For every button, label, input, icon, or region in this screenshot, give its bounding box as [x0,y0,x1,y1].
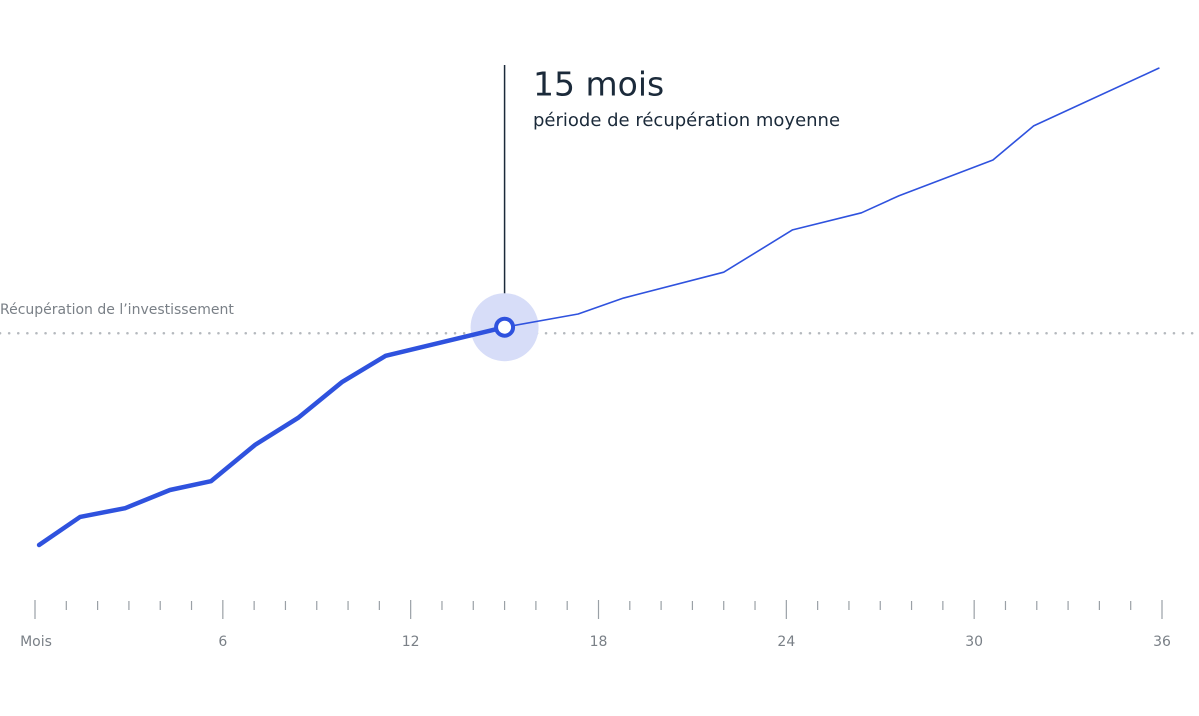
x-tick-label: 30 [965,634,983,650]
x-tick-label: 36 [1153,634,1171,650]
x-tick-label: 24 [777,634,795,650]
x-tick-label: Mois [20,634,52,650]
highlight-sublabel: période de récupération moyenne [533,110,840,131]
x-tick-label: 12 [402,634,420,650]
highlight-label: 15 mois [533,65,664,104]
line-thick [36,324,507,548]
x-tick-label: 18 [590,634,608,650]
breakeven-label: Récupération de l’investissement [0,302,234,318]
x-tick-label: 6 [218,634,227,650]
line-thin [503,67,1160,328]
highlight-point [494,316,516,338]
